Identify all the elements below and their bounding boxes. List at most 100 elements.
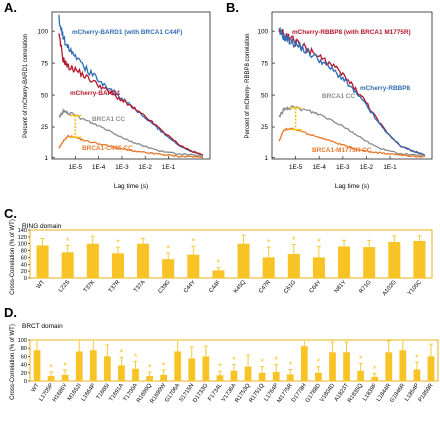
panel-c-bar <box>162 259 175 278</box>
panel-c-bar <box>212 270 225 278</box>
panel-c-y-tick-label: 140 <box>18 228 27 234</box>
panel-c-y-tick-label: 20 <box>21 269 27 275</box>
panel-a-frame <box>51 11 211 160</box>
panel-a-blue-label: mCherry-BARD1 (with BRCA1 C44F) <box>72 29 182 36</box>
panel-d-significance-star: * <box>232 355 236 365</box>
panel-b-y-tick-label: 100 <box>257 28 268 35</box>
panel-a-x-tick-label: 1E-1 <box>162 164 176 171</box>
panel-a-series-blue <box>58 14 203 156</box>
panel-c-bar <box>237 243 250 278</box>
panel-d-bar <box>160 374 168 381</box>
panel-a-y-tick-label: 75 <box>41 60 49 67</box>
panel-d-y-tick-label: 0 <box>24 379 27 385</box>
panel-a-x-tick-label: 1E-3 <box>115 164 129 171</box>
panel-d-significance-star: * <box>289 360 293 370</box>
panel-d-bar <box>357 370 364 381</box>
panel-d-significance-star: * <box>218 362 222 372</box>
panel-d-bar <box>329 352 336 381</box>
panel-c-y-tick-label: 40 <box>21 262 27 268</box>
panel-c-category-label: Y105C <box>407 279 423 296</box>
panel-d-significance-star: * <box>415 353 419 363</box>
panel-b-x-tick-label: 1E-3 <box>336 164 350 171</box>
panel-c-bar <box>86 243 99 278</box>
panel-a-gray-label: BRCA1 CC <box>92 116 125 123</box>
panel-c-y-tick-label: 80 <box>21 249 27 255</box>
panel-b-x-tick-label: 1E-1 <box>383 164 397 171</box>
panel-c-bar <box>111 253 124 278</box>
panel-d-y-tick-label: 60 <box>21 354 27 360</box>
panel-d-significance-star: * <box>317 357 321 367</box>
panel-d-bar <box>300 346 308 381</box>
panel-c-significance-star: * <box>317 237 321 247</box>
panel-d-bar <box>202 356 210 381</box>
panel-b-x-tick-label: 1E-5 <box>289 164 303 171</box>
panel-a-y-tick-label: 100 <box>37 28 48 35</box>
panel-b-plot: 1E-5 1E-4 1E-3 1E-2 1E-1 1 25 50 75 100 <box>257 11 433 171</box>
panel-a-series-gray <box>58 107 204 158</box>
panel-c-y-tick-label: 0 <box>24 276 27 282</box>
panel-d-bar <box>118 365 125 381</box>
panel-d-significance-star: * <box>49 362 53 372</box>
panel-c-bar <box>36 245 49 278</box>
panel-a-letter: A. <box>4 0 17 15</box>
panel-d-category-label: D1733G <box>192 382 210 404</box>
panel-b-series-blue <box>278 26 426 156</box>
panel-a-ylabel: Percent of mCherry-BARD1 correlation <box>23 34 29 138</box>
panel-d-bar <box>47 376 55 381</box>
panel-d-category-label: L1664P <box>81 383 97 403</box>
panel-c-bar <box>287 254 300 278</box>
panel-d-y-tick-label: 40 <box>21 363 27 369</box>
panel-a-series-red <box>58 33 204 156</box>
panel-c-category-label: WT <box>36 279 47 290</box>
panel-d-category-label: R1835Q <box>347 382 365 404</box>
panel-d-letter: D. <box>4 305 17 320</box>
panel-d-bar <box>286 374 294 381</box>
panel-c-category-label: T37K <box>83 279 97 294</box>
panel-d-bar <box>174 351 182 381</box>
panel-d-ylabel: Cross-Correlation (% of WT) <box>10 324 16 400</box>
panel-d-bar <box>371 376 379 381</box>
panel-c-y-tick-label: 100 <box>18 242 27 248</box>
panel-c-category-label: C47R <box>258 279 272 294</box>
panel-b-y-tick-label: 1 <box>264 155 268 162</box>
panel-c-category-label: C44Y <box>183 279 197 294</box>
panel-c-bar <box>338 246 351 278</box>
panel-c-category-label: R71G <box>358 279 373 295</box>
panel-b-series-orange <box>278 127 426 158</box>
panel-d-bar <box>75 351 83 381</box>
panel-d-significance-star: * <box>359 354 363 364</box>
panel-d-y-tick-label: 20 <box>21 371 27 377</box>
panel-c-significance-star: * <box>166 243 170 253</box>
panel-c-bar <box>137 243 150 278</box>
panel-d-significance-star: * <box>63 360 67 370</box>
panel-c-title: RING domain <box>22 223 62 230</box>
panel-c-category-label: C64Y <box>309 279 323 294</box>
panel-d-bar <box>146 376 153 381</box>
panel-d-bar <box>258 372 266 381</box>
panel-d-y-tick-label: 80 <box>21 346 27 352</box>
panel-b-gray-label: BRCA1 CC <box>322 93 355 100</box>
panel-d-bar <box>33 350 41 381</box>
panel-a-y-tick-label: 1 <box>44 155 48 162</box>
panel-d-bar <box>89 350 97 381</box>
panel-a-x-tick-label: 1E-2 <box>139 164 153 171</box>
panel-b-red-label: mCherry-RBBP8 (with BRCA1 M1775R) <box>292 29 411 36</box>
panel-c-significance-star: * <box>267 238 271 248</box>
panel-b-x-tick-label: 1E-2 <box>360 164 374 171</box>
panel-c-y-tick-label: 120 <box>18 235 27 241</box>
panel-d-category-label: WT <box>31 382 41 393</box>
panel-d-significance-star: * <box>120 348 124 358</box>
panel-b-blue-label: mCherry-RBBP8 <box>360 85 411 92</box>
panel-d-bar <box>315 372 322 381</box>
panel-c-significance-star: * <box>217 258 221 268</box>
panel-a-y-tick-label: 50 <box>41 92 49 99</box>
panel-d-bar <box>61 374 69 381</box>
panel-d-significance-star: * <box>134 352 138 362</box>
panel-a-x-tick-label: 1E-5 <box>69 164 83 171</box>
panel-d-bar <box>216 375 224 381</box>
panel-c-category-label: T37R <box>108 279 122 294</box>
panel-c-category-label: L22S <box>58 279 71 293</box>
panel-a-xlabel: Lag time (s) <box>114 183 148 190</box>
